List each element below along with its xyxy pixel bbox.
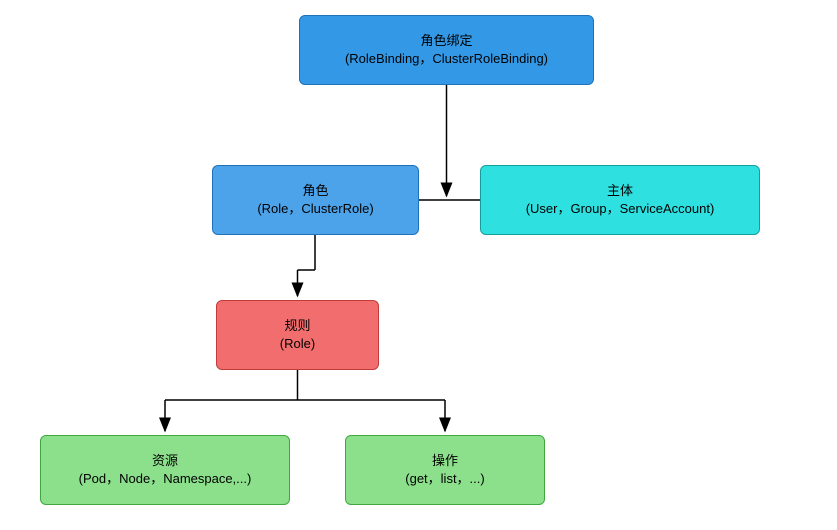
node-operation: 操作 (get，list，...) [345, 435, 545, 505]
node-resource: 资源 (Pod，Node，Namespace,...) [40, 435, 290, 505]
node-subject-title: 主体 [607, 182, 633, 200]
node-rolebinding-subtitle: (RoleBinding，ClusterRoleBinding) [345, 50, 548, 68]
node-role-subtitle: (Role，ClusterRole) [257, 200, 373, 218]
diagram-canvas: 角色绑定 (RoleBinding，ClusterRoleBinding) 角色… [0, 0, 837, 530]
node-rule: 规则 (Role) [216, 300, 379, 370]
node-rolebinding-title: 角色绑定 [420, 32, 472, 50]
node-role-title: 角色 [302, 182, 328, 200]
node-resource-title: 资源 [152, 452, 178, 470]
node-subject-subtitle: (User，Group，ServiceAccount) [526, 200, 715, 218]
node-operation-subtitle: (get，list，...) [405, 470, 484, 488]
node-resource-subtitle: (Pod，Node，Namespace,...) [79, 470, 252, 488]
node-rolebinding: 角色绑定 (RoleBinding，ClusterRoleBinding) [299, 15, 594, 85]
node-rule-subtitle: (Role) [280, 335, 315, 353]
node-rule-title: 规则 [284, 317, 310, 335]
node-subject: 主体 (User，Group，ServiceAccount) [480, 165, 760, 235]
node-operation-title: 操作 [432, 452, 458, 470]
node-role: 角色 (Role，ClusterRole) [212, 165, 419, 235]
